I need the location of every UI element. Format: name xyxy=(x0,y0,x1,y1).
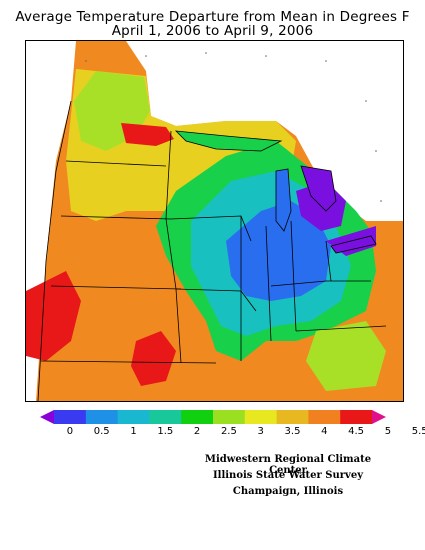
map-canvas xyxy=(26,41,403,401)
legend-swatch xyxy=(340,410,373,424)
hot-spot-north xyxy=(121,123,174,146)
map-title: Average Temperature Departure from Mean … xyxy=(15,9,410,25)
no-data-north xyxy=(126,41,403,221)
color-legend xyxy=(40,410,386,424)
graticule xyxy=(85,52,382,202)
hot-spot-southwest xyxy=(26,271,81,361)
legend-tick-label: 3 xyxy=(257,426,264,437)
temperature-departure-map xyxy=(25,40,404,402)
legend-tick-label: 3.5 xyxy=(284,426,301,437)
credit-survey: Illinois State Water Survey xyxy=(212,470,364,481)
legend-swatch xyxy=(276,410,309,424)
legend-swatch xyxy=(85,410,119,424)
legend-arrow-low xyxy=(40,410,54,424)
green-southeast xyxy=(306,321,386,391)
legend-tick-label: 1 xyxy=(130,426,137,437)
legend-swatch xyxy=(117,410,150,424)
legend-tick-label: 2 xyxy=(193,426,201,437)
lake-huron xyxy=(300,165,337,212)
legend-swatch xyxy=(181,410,214,424)
legend-tick-label: 5 xyxy=(384,426,392,437)
legend-tick-label: 2.5 xyxy=(220,426,237,437)
legend-arrow-high xyxy=(372,410,386,424)
legend-swatch xyxy=(54,410,87,424)
legend-tick-label: 4.5 xyxy=(348,426,365,437)
lake-michigan xyxy=(275,168,292,232)
legend-swatch xyxy=(308,410,341,424)
legend-tick-label: 5.5 xyxy=(411,426,425,437)
lake-superior xyxy=(174,130,283,152)
legend-tick-label: 4 xyxy=(321,426,328,437)
map-date-range: April 1, 2006 to April 9, 2006 xyxy=(111,23,314,39)
state-borders xyxy=(37,100,387,401)
legend-tick-label: 0.5 xyxy=(93,426,110,437)
legend-swatch xyxy=(213,410,246,424)
legend-tick-label: 0 xyxy=(66,426,74,437)
legend-swatch xyxy=(244,410,278,424)
legend-swatch xyxy=(149,410,182,424)
lake-erie xyxy=(330,235,377,254)
cool-region xyxy=(226,201,331,301)
credit-location: Champaign, Illinois xyxy=(232,486,344,497)
credit-organization: Midwestern Regional Climate Center xyxy=(204,454,372,476)
hot-spot-south xyxy=(131,331,176,386)
legend-tick-label: 1.5 xyxy=(157,426,174,437)
